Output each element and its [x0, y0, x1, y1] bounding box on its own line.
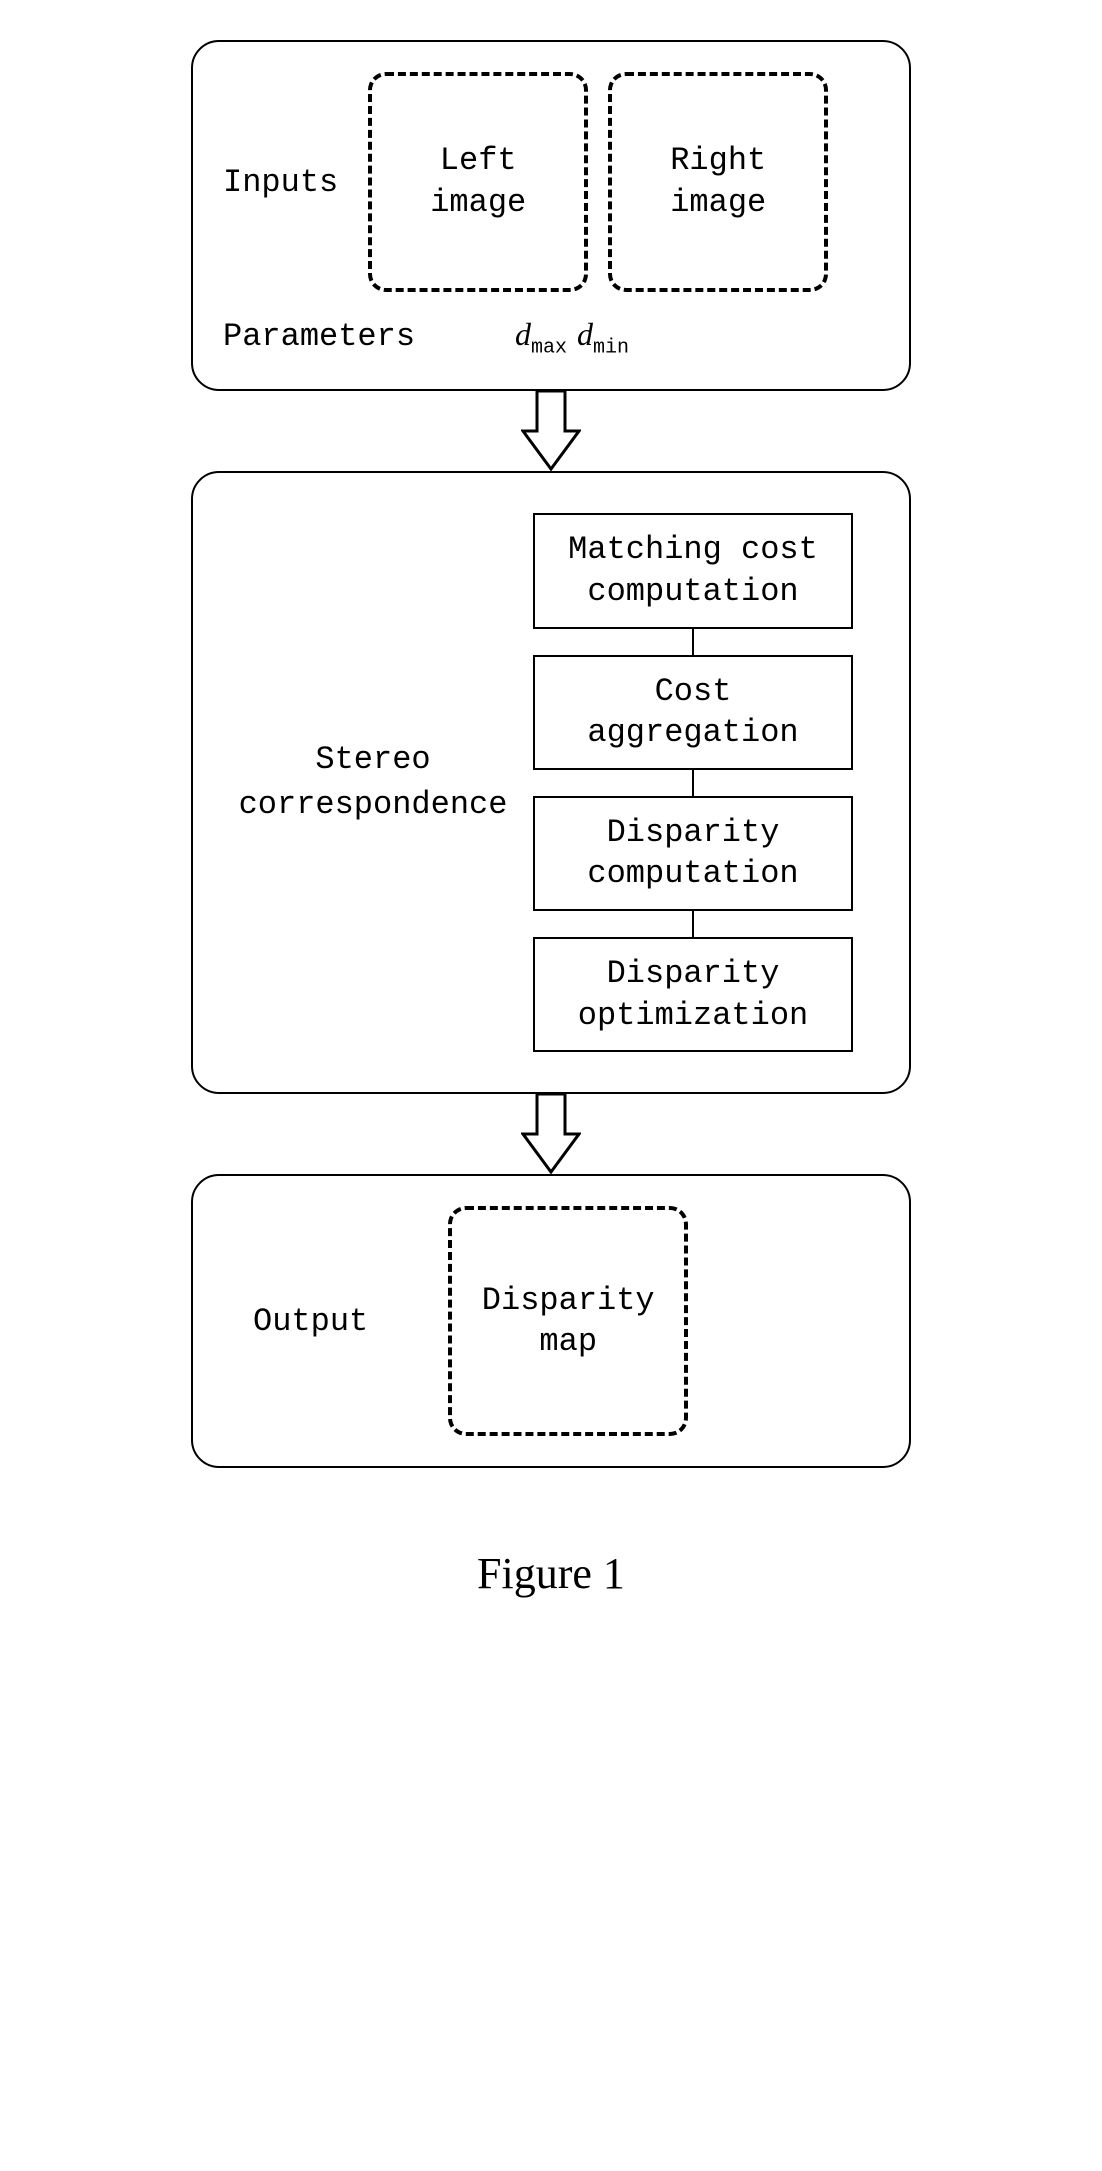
down-arrow-icon [521, 1094, 581, 1174]
connector-line [692, 770, 694, 796]
step-disparity-computation: Disparitycomputation [533, 796, 853, 911]
output-row: Output Disparitymap [253, 1206, 879, 1436]
stereo-stage: Stereocorrespondence Matching costcomput… [191, 471, 911, 1094]
connector-line [692, 911, 694, 937]
inputs-label: Inputs [223, 164, 338, 201]
steps-column: Matching costcomputation Costaggregation… [533, 513, 853, 1052]
stereo-label: Stereocorrespondence [223, 738, 523, 828]
parameters-row: Parameters dmax dmin [223, 316, 879, 359]
inputs-row: Inputs Leftimage Rightimage [223, 72, 879, 292]
inputs-stage: Inputs Leftimage Rightimage Parameters d… [191, 40, 911, 391]
step-disparity-optimization: Disparityoptimization [533, 937, 853, 1052]
connector-line [692, 629, 694, 655]
arrow-2 [521, 1094, 581, 1174]
down-arrow-icon [521, 391, 581, 471]
output-stage: Output Disparitymap [191, 1174, 911, 1468]
param-dmin-var: d [577, 316, 593, 352]
output-label: Output [253, 1303, 368, 1340]
disparity-map-box: Disparitymap [448, 1206, 688, 1436]
param-dmax: dmax [515, 316, 567, 359]
right-image-box: Rightimage [608, 72, 828, 292]
step-matching-cost: Matching costcomputation [533, 513, 853, 628]
parameters-label: Parameters [223, 318, 415, 355]
param-dmax-sub: max [531, 336, 567, 359]
arrow-1 [521, 391, 581, 471]
param-dmin: dmin [577, 316, 629, 359]
step-cost-aggregation: Costaggregation [533, 655, 853, 770]
figure-caption: Figure 1 [477, 1548, 625, 1599]
param-dmin-sub: min [593, 336, 629, 359]
param-dmax-var: d [515, 316, 531, 352]
left-image-box: Leftimage [368, 72, 588, 292]
stereo-row: Stereocorrespondence Matching costcomput… [223, 513, 879, 1052]
